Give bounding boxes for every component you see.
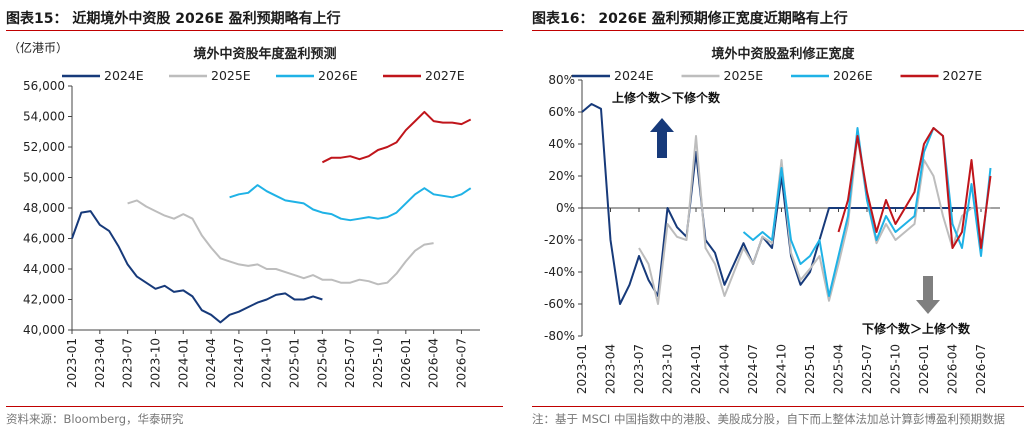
x-tick-label: 2025-10 <box>371 338 385 388</box>
x-tick-label: 2025-04 <box>832 344 846 394</box>
left-footer-rule <box>6 406 503 407</box>
x-tick-label: 2025-07 <box>343 338 357 388</box>
legend-label-2027E: 2027E <box>425 68 465 83</box>
y-tick-label: 40% <box>548 137 575 151</box>
left-figure-title: 图表15： 近期境外中资股 2026E 盈利预期略有上行 <box>6 11 341 27</box>
x-tick-label: 2026-01 <box>917 344 931 394</box>
x-tick-label: 2023-01 <box>65 338 79 388</box>
arrow-up-icon <box>650 118 674 158</box>
annotation-down-text: 下修个数＞上修个数 <box>862 321 971 336</box>
left-chart-title: 境外中资股年度盈利预测 <box>193 46 336 62</box>
y-tick-label: 80% <box>548 73 575 87</box>
legend-label-2026E: 2026E <box>833 68 873 83</box>
legend-label-2026E: 2026E <box>318 68 358 83</box>
right-chart-title: 境外中资股盈利修正宽度 <box>711 46 855 62</box>
x-tick-label: 2025-01 <box>803 344 817 394</box>
annotation-up-text: 上修个数＞下修个数 <box>612 90 721 105</box>
series-line-2024E <box>71 210 323 324</box>
series-line-2026E <box>229 184 472 222</box>
x-tick-label: 2024-10 <box>260 338 274 388</box>
left-source: 资料来源：Bloomberg，华泰研究 <box>6 412 184 426</box>
unit-label: （亿港币） <box>8 40 68 55</box>
y-tick-label: 40,000 <box>23 323 65 337</box>
right-plot-area <box>581 103 992 305</box>
right-note: 注：基于 MSCI 中国指数中的港股、美股成分股，自下而上整体法加总计算彭博盈利… <box>532 412 1005 426</box>
x-tick-label: 2024-07 <box>746 344 760 394</box>
y-tick-label: 44,000 <box>23 262 65 276</box>
x-tick-label: 2023-04 <box>93 338 107 388</box>
x-tick-label: 2023-04 <box>604 344 618 394</box>
y-tick-label: -60% <box>544 297 575 311</box>
earnings-forecast-chart: （亿港币） 境外中资股年度盈利预测 2024E 2025E 2026E 2027E 4… <box>8 40 480 388</box>
y-tick-label: 0% <box>556 201 575 215</box>
y-tick-label: 50,000 <box>23 171 65 185</box>
x-tick-label: 2025-01 <box>288 338 302 388</box>
x-tick-label: 2024-07 <box>232 338 246 388</box>
series-line-2027E <box>837 127 992 249</box>
x-tick-label: 2023-07 <box>632 344 646 394</box>
arrow-down-icon <box>916 276 940 314</box>
y-tick-label: 60% <box>548 105 575 119</box>
series-line-2026E <box>742 127 992 297</box>
series-line-2027E <box>321 110 472 164</box>
right-y-axis: -80% -60% -40% -20% 0% 20% 40% 60% 80% <box>544 73 583 343</box>
y-tick-label: 56,000 <box>23 79 65 93</box>
x-tick-label: 2023-10 <box>148 338 162 388</box>
revision-breadth-chart: 境外中资股盈利修正宽度 2024E 2025E 2026E 2027E -80% -60… <box>544 46 1000 394</box>
x-tick-label: 2026-07 <box>454 338 468 388</box>
series-line-2025E <box>127 199 434 286</box>
x-tick-label: 2024-04 <box>204 338 218 388</box>
x-tick-label: 2023-07 <box>121 338 135 388</box>
left-title-rule <box>6 30 503 31</box>
x-tick-label: 2026-04 <box>427 338 441 388</box>
legend-label-2025E: 2025E <box>724 68 764 83</box>
y-tick-label: -40% <box>544 265 575 279</box>
x-tick-label: 2024-10 <box>775 344 789 394</box>
x-tick-label: 2024-01 <box>689 344 703 394</box>
x-tick-label: 2024-01 <box>176 338 190 388</box>
legend-label-2024E: 2024E <box>614 68 654 83</box>
series-line-2025E <box>638 135 991 305</box>
x-tick-label: 2025-07 <box>860 344 874 394</box>
x-tick-label: 2023-01 <box>575 344 589 394</box>
left-x-axis: 2023-01 2023-04 2023-07 2023-10 2024-01 2024-… <box>65 329 480 388</box>
x-tick-label: 2024-04 <box>718 344 732 394</box>
legend-label-2025E: 2025E <box>211 68 251 83</box>
legend-label-2024E: 2024E <box>104 68 144 83</box>
right-figure-title: 图表16： 2026E 盈利预期修正宽度近期略有上行 <box>532 11 848 27</box>
right-title-rule <box>532 30 1024 31</box>
left-legend: 2024E 2025E 2026E 2027E <box>62 68 465 83</box>
left-y-axis: 40,000 42,000 44,000 46,000 48,000 50,000 52,0… <box>23 79 73 337</box>
x-tick-label: 2025-04 <box>315 338 329 388</box>
x-tick-label: 2026-01 <box>399 338 413 388</box>
x-tick-label: 2026-07 <box>974 344 988 394</box>
y-tick-label: 46,000 <box>23 232 65 246</box>
x-tick-label: 2026-04 <box>946 344 960 394</box>
left-plot-area <box>71 110 472 324</box>
x-tick-label: 2023-10 <box>661 344 675 394</box>
y-tick-label: 20% <box>548 169 575 183</box>
legend-label-2027E: 2027E <box>943 68 983 83</box>
y-tick-label: -80% <box>544 329 575 343</box>
right-footer-rule <box>532 406 1024 407</box>
y-tick-label: 42,000 <box>23 293 65 307</box>
x-tick-label: 2025-10 <box>889 344 903 394</box>
y-tick-label: 54,000 <box>23 110 65 124</box>
y-tick-label: -20% <box>544 233 575 247</box>
right-legend: 2024E 2025E 2026E 2027E <box>572 68 982 83</box>
y-tick-label: 52,000 <box>23 140 65 154</box>
y-tick-label: 48,000 <box>23 201 65 215</box>
